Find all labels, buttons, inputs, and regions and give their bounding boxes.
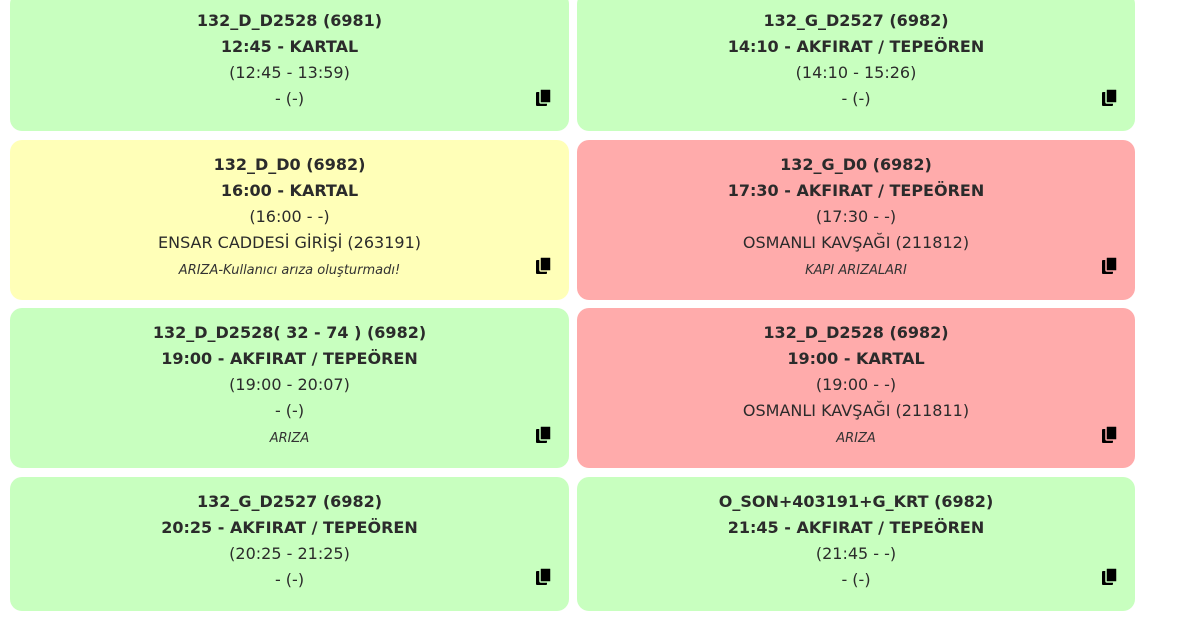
trip-time-range: (14:10 - 15:26) (795, 63, 917, 82)
trip-departure: 12:45 - KARTAL (220, 37, 359, 56)
copy-icon[interactable] (1102, 426, 1118, 444)
copy-icon[interactable] (1102, 568, 1118, 586)
copy-icon[interactable] (536, 426, 552, 444)
copy-icon[interactable] (1102, 257, 1118, 275)
trip-card[interactable]: 132_D_D2528 (6982) 19:00 - KARTAL (19:00… (577, 308, 1135, 468)
trip-departure: 19:00 - AKFIRAT / TEPEÖREN (161, 349, 418, 368)
trip-time-range: (16:00 - -) (249, 207, 330, 226)
trip-code: 132_D_D2528 (6982) (763, 323, 949, 342)
trip-note: ARIZA (836, 431, 876, 446)
trip-location: - (-) (841, 570, 871, 589)
trip-time-range: (19:00 - -) (815, 375, 897, 394)
trip-note: KAPI ARIZALARI (805, 263, 907, 278)
trip-departure: 20:25 - AKFIRAT / TEPEÖREN (161, 518, 418, 537)
trip-departure: 19:00 - KARTAL (787, 349, 925, 368)
trip-location: - (-) (841, 89, 871, 108)
trip-departure: 21:45 - AKFIRAT / TEPEÖREN (727, 518, 985, 537)
trip-code: 132_G_D0 (6982) (780, 155, 932, 174)
trip-time-range: (19:00 - 20:07) (229, 375, 350, 394)
trip-time-range: (20:25 - 21:25) (229, 544, 350, 563)
trip-card[interactable]: 132_G_D2527 (6982) 20:25 - AKFIRAT / TEP… (10, 477, 569, 611)
copy-icon[interactable] (1102, 89, 1118, 107)
trip-code: 132_D_D0 (6982) (213, 155, 366, 174)
trip-location: OSMANLI KAVŞAĞI (211812) (742, 233, 970, 252)
trip-card[interactable]: O_SON+403191+G_KRT (6982) 21:45 - AKFIRA… (577, 477, 1135, 611)
trip-code: 132_D_D2528 (6981) (196, 11, 383, 30)
trip-location: - (-) (274, 89, 305, 108)
trip-card[interactable]: 132_G_D2527 (6982) 14:10 - AKFIRAT / TEP… (577, 0, 1135, 131)
trip-departure: 17:30 - AKFIRAT / TEPEÖREN (727, 181, 985, 200)
trip-time-range: (17:30 - -) (815, 207, 897, 226)
trip-code: 132_G_D2527 (6982) (763, 11, 949, 30)
trip-location: - (-) (274, 401, 305, 420)
trip-departure: 14:10 - AKFIRAT / TEPEÖREN (727, 37, 985, 56)
trip-time-range: (21:45 - -) (815, 544, 897, 563)
trip-note: ARIZA-Kullanıcı arıza oluşturmadı! (178, 263, 401, 278)
trip-location: OSMANLI KAVŞAĞI (211811) (742, 401, 970, 420)
copy-icon[interactable] (536, 257, 552, 275)
trip-card[interactable]: 132_D_D0 (6982) 16:00 - KARTAL (16:00 - … (10, 140, 569, 300)
trip-code: 132_G_D2527 (6982) (196, 492, 383, 511)
trip-card[interactable]: 132_G_D0 (6982) 17:30 - AKFIRAT / TEPEÖR… (577, 140, 1135, 300)
trip-code: O_SON+403191+G_KRT (6982) (718, 492, 994, 511)
copy-icon[interactable] (536, 568, 552, 586)
trip-departure: 16:00 - KARTAL (220, 181, 359, 200)
trip-time-range: (12:45 - 13:59) (229, 63, 350, 82)
trip-location: ENSAR CADDESİ GİRİŞİ (263191) (158, 233, 421, 252)
trip-card[interactable]: 132_D_D2528 (6981) 12:45 - KARTAL (12:45… (10, 0, 569, 131)
trip-code: 132_D_D2528( 32 - 74 ) (6982) (152, 323, 427, 342)
trip-card[interactable]: 132_D_D2528( 32 - 74 ) (6982) 19:00 - AK… (10, 308, 569, 468)
trip-note: ARIZA (269, 431, 310, 446)
copy-icon[interactable] (536, 89, 552, 107)
trip-location: - (-) (274, 570, 305, 589)
